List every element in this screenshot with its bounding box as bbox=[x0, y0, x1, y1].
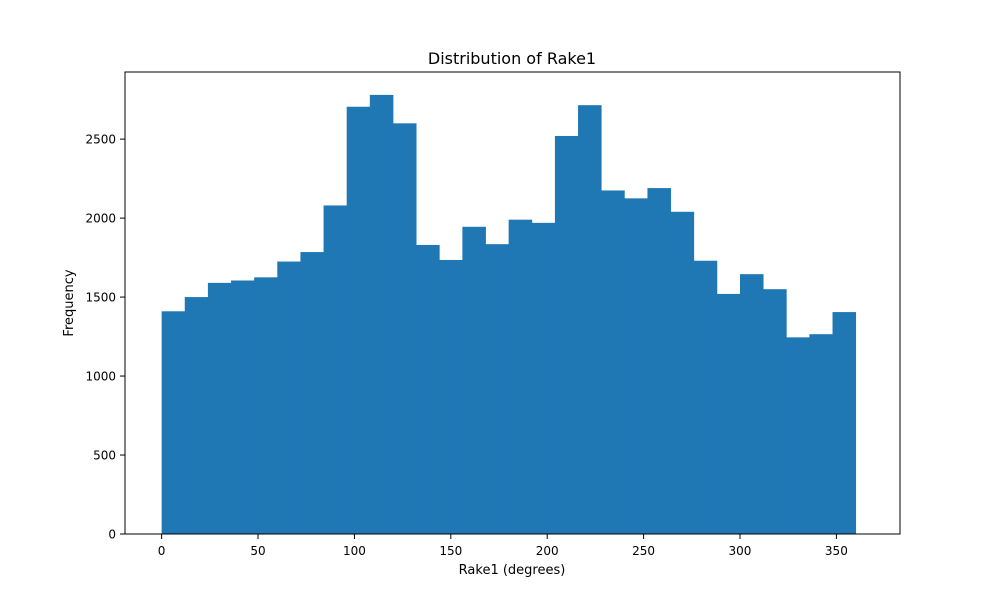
histogram-bar bbox=[392, 123, 417, 534]
x-axis-ticks: 0 50 100 150 200 250 300 350 bbox=[158, 534, 848, 558]
x-tick-label: 50 bbox=[250, 544, 265, 558]
histogram-bar bbox=[624, 198, 648, 534]
x-tick-label: 300 bbox=[729, 544, 752, 558]
histogram-bar bbox=[647, 188, 671, 535]
histogram-bar bbox=[439, 259, 463, 534]
histogram-bar bbox=[323, 205, 348, 534]
y-tick-label: 0 bbox=[108, 528, 116, 542]
y-tick-label: 2500 bbox=[85, 133, 116, 147]
x-tick-label: 200 bbox=[536, 544, 559, 558]
histogram-bar bbox=[739, 274, 764, 534]
histogram-bar bbox=[554, 135, 579, 534]
histogram-bar bbox=[369, 94, 394, 535]
histogram-bars bbox=[161, 94, 857, 535]
histogram-bar bbox=[462, 226, 486, 535]
histogram-bar bbox=[231, 280, 255, 534]
x-tick-label: 0 bbox=[158, 544, 166, 558]
histogram-bar bbox=[670, 211, 695, 535]
x-tick-label: 150 bbox=[439, 544, 462, 558]
chart-title: Distribution of Rake1 bbox=[428, 49, 596, 68]
histogram-bar bbox=[277, 261, 301, 534]
y-tick-label: 2000 bbox=[85, 212, 116, 226]
histogram-bar bbox=[763, 289, 787, 534]
x-axis-label: Rake1 (degrees) bbox=[459, 563, 566, 578]
histogram-bar bbox=[300, 252, 324, 535]
histogram-bar bbox=[184, 297, 209, 534]
y-tick-label: 1500 bbox=[85, 291, 116, 305]
y-tick-label: 500 bbox=[93, 449, 116, 463]
histogram-bar bbox=[693, 260, 718, 534]
histogram-bar bbox=[485, 244, 510, 534]
x-tick-label: 100 bbox=[343, 544, 366, 558]
y-axis-label: Frequency bbox=[62, 269, 77, 336]
x-tick-label: 250 bbox=[632, 544, 655, 558]
histogram-bar bbox=[416, 244, 440, 534]
histogram-bar bbox=[346, 106, 371, 534]
histogram-bar bbox=[531, 222, 556, 535]
y-axis-ticks: 0 500 1000 1500 2000 2500 bbox=[85, 133, 125, 542]
histogram-bar bbox=[207, 282, 232, 534]
histogram-bar bbox=[254, 277, 278, 534]
histogram-bar bbox=[716, 293, 741, 534]
plot-area-frame bbox=[124, 71, 901, 535]
histogram-bar bbox=[601, 190, 625, 534]
x-tick-label: 350 bbox=[825, 544, 848, 558]
histogram-bar bbox=[832, 312, 857, 534]
histogram-bar bbox=[161, 311, 186, 534]
histogram-bar bbox=[809, 334, 833, 534]
histogram-bar bbox=[578, 105, 602, 535]
y-tick-label: 1000 bbox=[85, 370, 116, 384]
histogram-bar bbox=[508, 219, 533, 534]
histogram-bar bbox=[786, 337, 810, 534]
